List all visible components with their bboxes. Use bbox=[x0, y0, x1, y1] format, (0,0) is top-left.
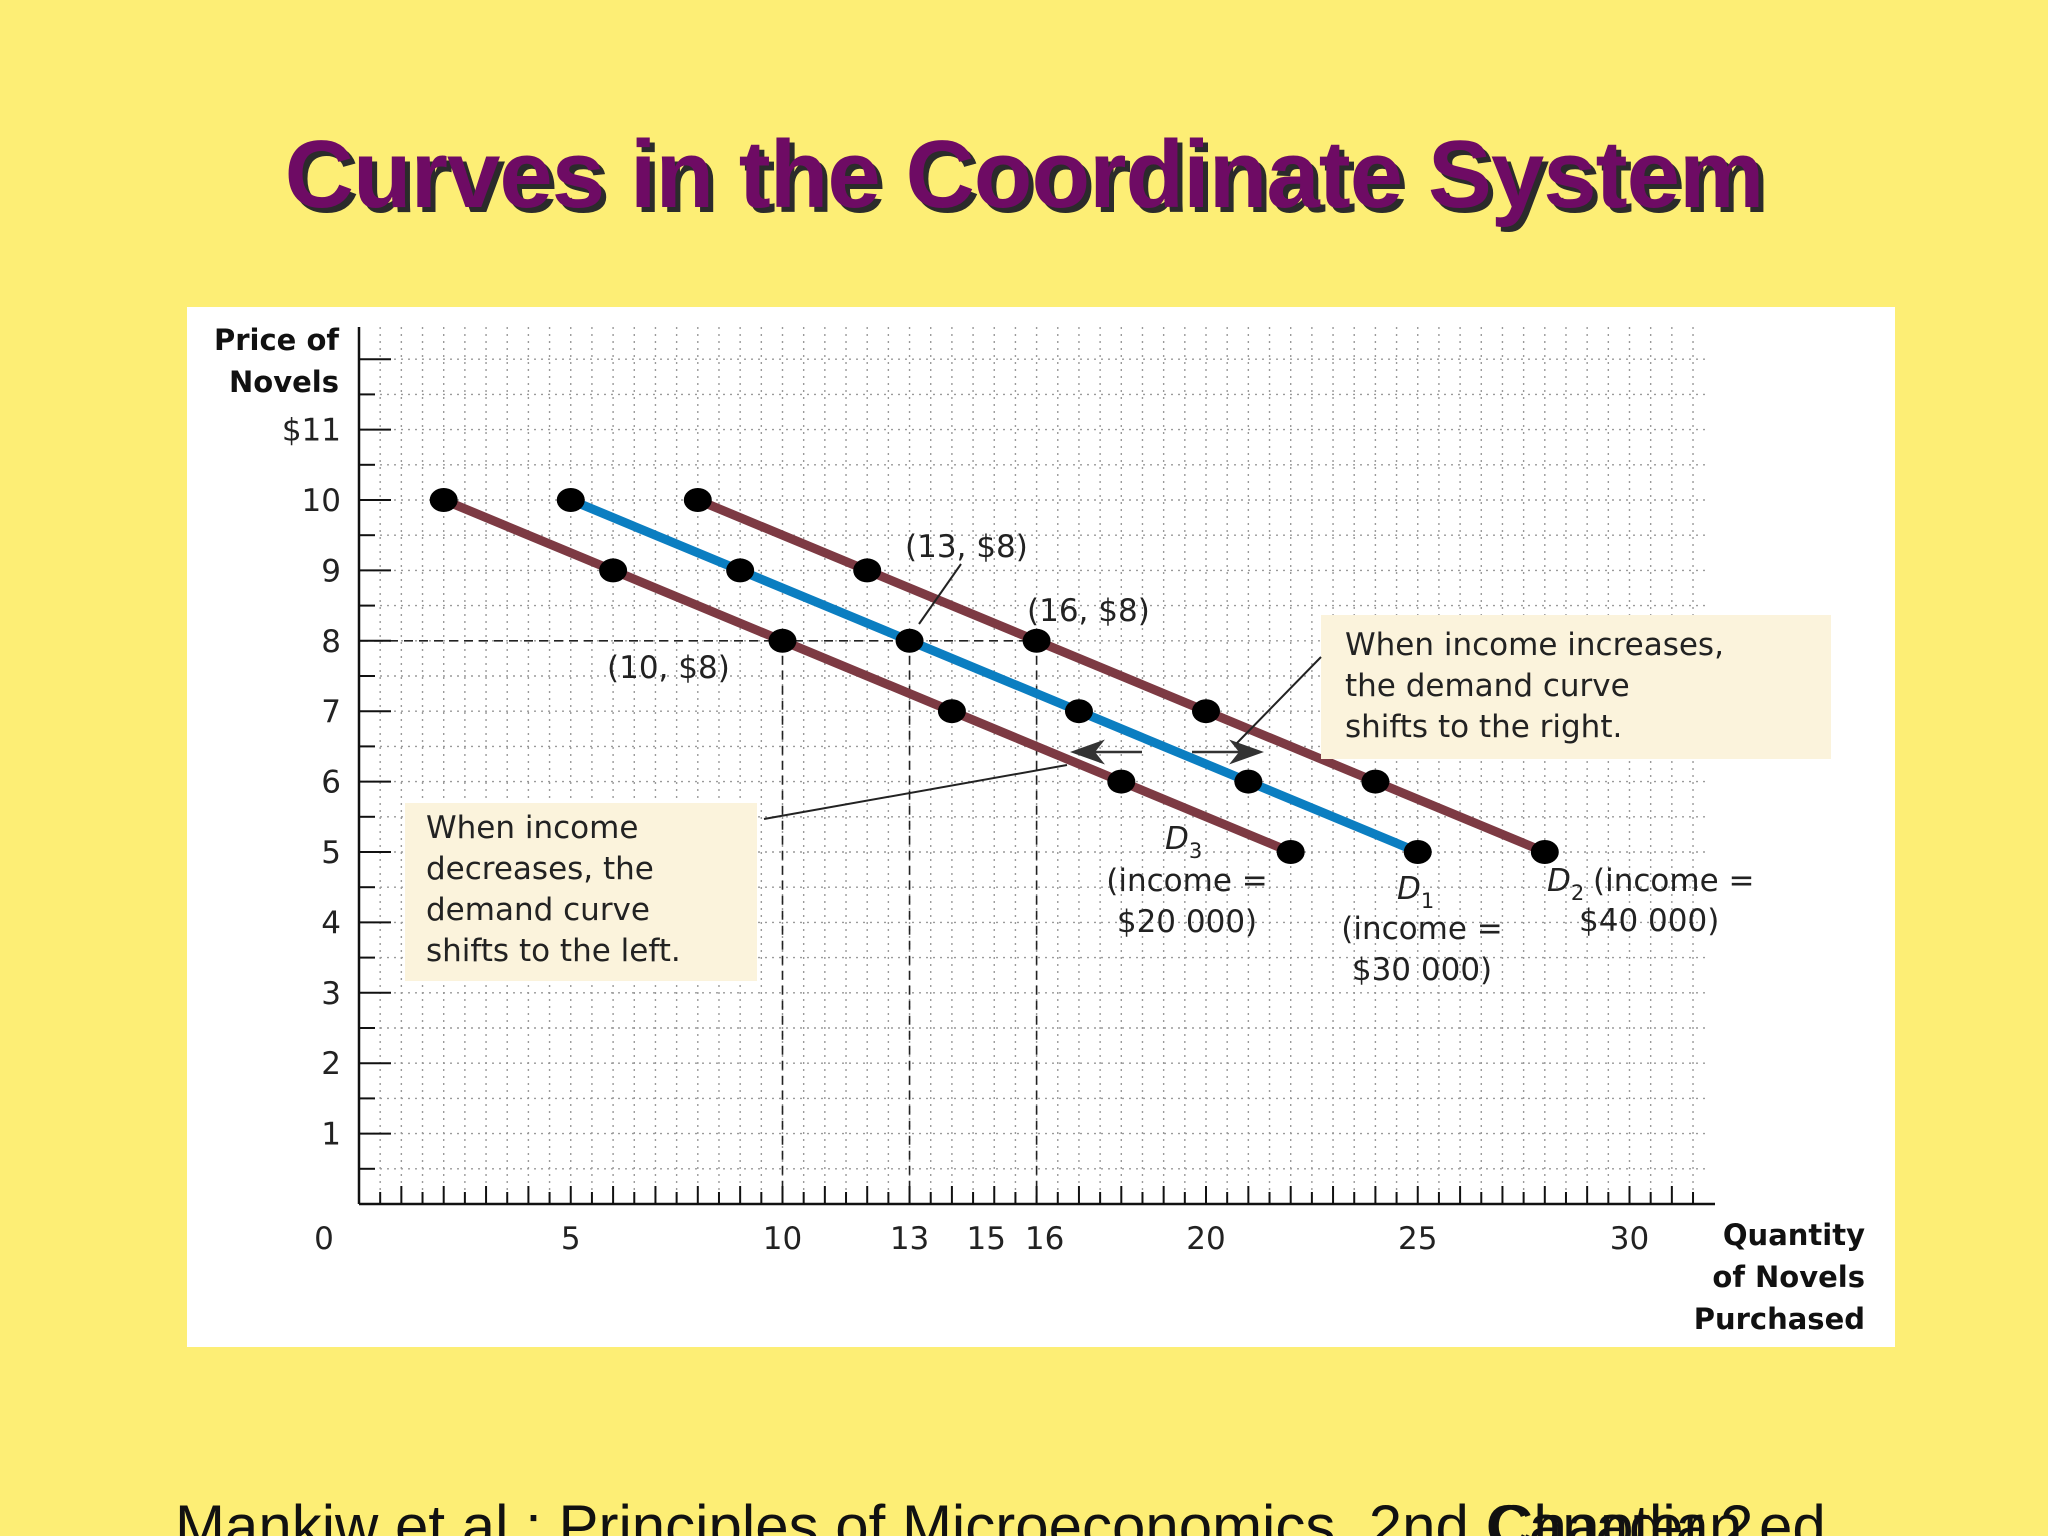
data-point-d1 bbox=[556, 488, 585, 512]
series-caption-d2-line1: (income = bbox=[1593, 863, 1754, 899]
data-point-d2 bbox=[1192, 699, 1220, 724]
increase-callout-box bbox=[1321, 615, 1831, 759]
y-tick-label: 3 bbox=[321, 976, 341, 1012]
series-label-subscript: 2 bbox=[1571, 881, 1584, 905]
y-axis-title-line1: Price of bbox=[214, 323, 339, 357]
decrease-callout-line: shifts to the left. bbox=[426, 933, 681, 969]
data-point-d3 bbox=[429, 488, 458, 512]
y-tick-label: 4 bbox=[321, 905, 341, 941]
data-point-d1 bbox=[1234, 769, 1263, 794]
decrease-callout-line: demand curve bbox=[426, 892, 650, 928]
increase-callout-leader bbox=[1236, 656, 1322, 744]
increase-callout-line: the demand curve bbox=[1345, 668, 1630, 704]
y-tick-label: 1 bbox=[321, 1117, 341, 1153]
y-axis-title-line2: Novels bbox=[229, 365, 339, 399]
x-axis-title-line: Quantity bbox=[1723, 1218, 1865, 1252]
decrease-callout-box bbox=[405, 803, 757, 981]
label-point-10-8: (10, $8) bbox=[607, 650, 730, 686]
x-tick-label: 20 bbox=[1186, 1221, 1225, 1257]
increase-callout-line: shifts to the right. bbox=[1345, 709, 1622, 745]
label-point-13-8: (13, $8) bbox=[905, 529, 1028, 565]
footer-citation: Mankiw et al.: Principles of Microeconom… bbox=[175, 1493, 1843, 1536]
x-tick-label: 15 bbox=[967, 1221, 1006, 1257]
x-tick-label: 5 bbox=[561, 1221, 581, 1257]
series-line-d2 bbox=[693, 495, 1550, 857]
series-line-d3 bbox=[439, 495, 1296, 857]
y-tick-label: 9 bbox=[321, 553, 341, 589]
data-point-d2 bbox=[853, 558, 882, 583]
y-tick-label: 6 bbox=[321, 765, 341, 801]
grid bbox=[359, 327, 1707, 1204]
data-point-d2 bbox=[1361, 769, 1390, 794]
footer: Mankiw et al.: Principles of Microeconom… bbox=[0, 1480, 2048, 1536]
x-tick-label: 16 bbox=[1025, 1221, 1064, 1257]
series-caption-d3-line2: $20 000) bbox=[1117, 904, 1257, 940]
series-line-d1 bbox=[566, 495, 1423, 857]
y-tick-label: 8 bbox=[321, 624, 341, 660]
series-caption-d1-line1: (income = bbox=[1341, 911, 1502, 947]
data-point-d3 bbox=[768, 628, 797, 653]
data-point-d1 bbox=[1403, 840, 1432, 864]
series-label-letter: D bbox=[1547, 863, 1571, 899]
series-label-subscript: 1 bbox=[1421, 889, 1434, 913]
y-tick-label: 2 bbox=[321, 1046, 341, 1082]
data-point-d1 bbox=[1064, 699, 1093, 724]
data-point-d1 bbox=[895, 628, 924, 653]
decrease-callout-line: When income bbox=[426, 810, 638, 846]
x-tick-label: 0 bbox=[314, 1221, 334, 1257]
series-label-letter: D bbox=[1165, 821, 1189, 857]
slide-title: Curves in the Coordinate System bbox=[284, 121, 1765, 228]
data-point-d3 bbox=[1107, 769, 1136, 794]
x-tick-label: 13 bbox=[890, 1221, 929, 1257]
data-point-d3 bbox=[599, 558, 628, 583]
data-point-d1 bbox=[726, 558, 755, 583]
series-label-d2: D2 bbox=[1547, 863, 1584, 905]
x-axis-title-line: Purchased bbox=[1694, 1302, 1865, 1336]
data-point-d3 bbox=[1276, 840, 1305, 864]
series-label-letter: D bbox=[1397, 871, 1421, 907]
decrease-callout-leader bbox=[763, 764, 1068, 820]
x-tick-label: 25 bbox=[1398, 1221, 1437, 1257]
increase-callout-line: When income increases, bbox=[1345, 627, 1724, 663]
data-point-d3 bbox=[937, 699, 966, 724]
annotations: (10, $8)(13, $8)(16, $8)D3(income =$20 0… bbox=[405, 529, 1831, 988]
data-point-d2 bbox=[1022, 628, 1051, 653]
leader-13-8 bbox=[918, 563, 962, 625]
series-label-d3: D3 bbox=[1165, 821, 1202, 863]
x-axis-title-line: of Novels bbox=[1712, 1260, 1865, 1294]
series-caption-d1-line2: $30 000) bbox=[1352, 952, 1492, 988]
series-label-subscript: 3 bbox=[1189, 839, 1202, 863]
chart-panel: $11 10 9 8 7 6 5 4 3 2 1 0 5 10 13 15 16 20 25 30 Price of No… bbox=[187, 307, 1895, 1347]
label-point-16-8: (16, $8) bbox=[1027, 593, 1150, 629]
series-caption-d3-line1: (income = bbox=[1106, 863, 1267, 899]
reference-lines bbox=[359, 639, 1038, 1204]
y-tick-label: 10 bbox=[302, 483, 341, 519]
demand-series bbox=[429, 488, 1559, 864]
data-point-d2 bbox=[683, 488, 712, 512]
data-point-d2 bbox=[1530, 840, 1559, 864]
y-tick-label: $11 bbox=[282, 413, 341, 449]
series-caption-d2-line2: $40 000) bbox=[1579, 903, 1719, 939]
decrease-callout-line: decreases, the bbox=[426, 851, 654, 887]
y-tick-label: 7 bbox=[321, 694, 341, 730]
x-tick-label: 10 bbox=[763, 1221, 802, 1257]
footer-chapter: Chapter 2 bbox=[1490, 1493, 1754, 1536]
y-tick-label: 5 bbox=[321, 835, 341, 871]
series-label-d1: D1 bbox=[1397, 871, 1434, 913]
x-tick-label: 30 bbox=[1610, 1221, 1649, 1257]
